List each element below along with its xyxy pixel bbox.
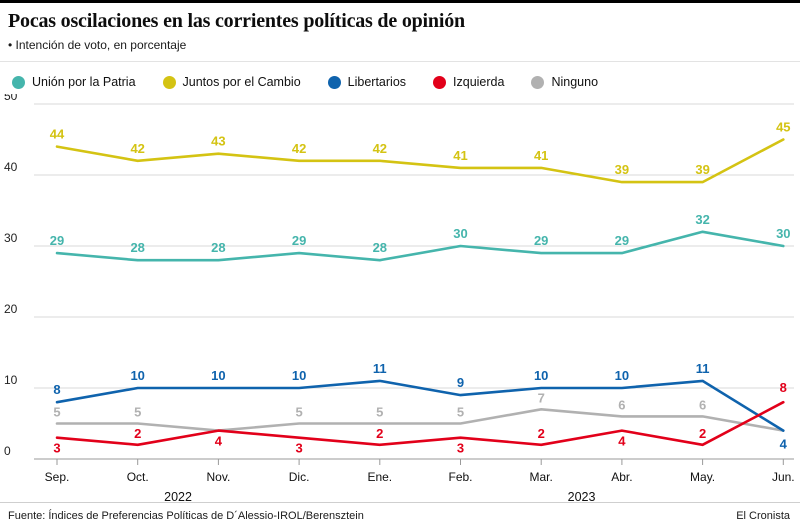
x-axis-label: Feb. (448, 470, 472, 484)
year-label: 2022 (164, 490, 192, 504)
value-label: 2 (376, 426, 383, 441)
value-label: 29 (534, 233, 548, 248)
legend-item-4: Ninguno (531, 75, 598, 89)
value-label: 3 (295, 441, 302, 456)
value-label: 29 (615, 233, 629, 248)
value-label: 39 (615, 162, 629, 177)
value-label: 42 (292, 141, 306, 156)
y-axis-label: 10 (4, 373, 18, 387)
legend-label: Unión por la Patria (32, 75, 136, 89)
value-label: 30 (453, 226, 467, 241)
value-label: 5 (53, 405, 60, 420)
series-line-1 (55, 138, 785, 184)
value-label: 45 (776, 120, 790, 135)
value-label: 8 (780, 380, 787, 395)
value-label: 10 (130, 368, 144, 383)
line-chart-svg: 0 10 20 30 40 50 Sep. Oct. Nov. Dic. Ene. Feb. Mar. A… (4, 89, 795, 504)
series-line-3 (55, 400, 785, 447)
subtitle: • Intención de voto, en porcentaje (8, 38, 187, 52)
legend-label: Izquierda (453, 75, 505, 89)
value-label: 41 (534, 148, 548, 163)
legend-item-1: Juntos por el Cambio (162, 75, 301, 89)
credit: El Cronista (736, 510, 790, 522)
y-axis-label: 40 (4, 160, 18, 174)
value-label: 2 (134, 426, 141, 441)
value-label: 8 (53, 382, 60, 397)
value-label: 29 (292, 233, 306, 248)
header: Pocas oscilaciones en las corrientes pol… (0, 3, 800, 62)
value-label: 28 (130, 240, 144, 255)
value-label: 11 (696, 361, 710, 376)
value-label: 32 (695, 212, 709, 227)
legend-item-3: Izquierda (433, 75, 504, 89)
value-label: 4 (215, 434, 223, 449)
footer: Fuente: Índices de Preferencias Política… (0, 502, 800, 531)
value-label: 42 (373, 141, 387, 156)
legend-dot (433, 75, 447, 89)
value-label: 5 (376, 405, 383, 420)
value-label: 10 (211, 368, 225, 383)
value-label: 3 (53, 441, 60, 456)
legend-item-0: Unión por la Patria (12, 75, 136, 89)
x-axis-label: Jun. (772, 470, 795, 484)
x-axis-label: Abr. (611, 470, 632, 484)
legend-label: Libertarios (347, 75, 407, 89)
value-label: 5 (457, 405, 464, 420)
y-axis-label: 0 (4, 444, 11, 458)
value-label: 2 (538, 426, 545, 441)
legend-dot (162, 75, 176, 89)
x-axis-label: Sep. (45, 470, 70, 484)
value-label: 4 (618, 434, 626, 449)
value-label: 10 (615, 368, 629, 383)
x-axis-label: Mar. (530, 470, 553, 484)
value-label: 4 (780, 437, 788, 452)
value-label: 29 (50, 233, 64, 248)
value-label: 42 (130, 141, 144, 156)
y-axis-label: 20 (4, 302, 18, 316)
year-label: 2023 (568, 490, 596, 504)
legend-dot (327, 75, 341, 89)
value-label: 3 (457, 441, 464, 456)
x-axis-label: Dic. (289, 470, 310, 484)
value-label: 2 (699, 426, 706, 441)
legend: Unión por la Patria Juntos por el Cambio L… (0, 62, 800, 94)
legend-label: Juntos por el Cambio (182, 75, 301, 89)
x-axis-label: Oct. (127, 470, 149, 484)
value-label: 5 (295, 405, 302, 420)
series-line-2 (55, 379, 785, 432)
value-label: 7 (538, 390, 545, 405)
series-line-4 (55, 407, 785, 432)
value-label: 44 (50, 127, 65, 142)
y-axis-label: 30 (4, 231, 18, 245)
value-label: 41 (453, 148, 467, 163)
source-note: Fuente: Índices de Preferencias Política… (8, 510, 364, 522)
value-label: 39 (695, 162, 709, 177)
value-label: 28 (211, 240, 225, 255)
legend-label: Ninguno (551, 75, 599, 89)
value-label: 28 (373, 240, 387, 255)
x-axis-label: Ene. (367, 470, 392, 484)
value-label: 5 (134, 405, 141, 420)
x-axis-label: May. (690, 470, 715, 484)
value-label: 6 (618, 397, 625, 412)
legend-dot (531, 75, 545, 89)
chart: 0 10 20 30 40 50 Sep. Oct. Nov. Dic. Ene. Feb. Mar. A… (0, 89, 800, 508)
value-label: 43 (211, 134, 225, 149)
value-label: 10 (292, 368, 306, 383)
value-label: 9 (457, 375, 464, 390)
legend-item-2: Libertarios (327, 75, 407, 89)
y-axis-label: 50 (4, 94, 18, 103)
legend-dot (12, 75, 25, 89)
value-label: 11 (373, 361, 387, 376)
page-title: Pocas oscilaciones en las corrientes pol… (8, 10, 465, 32)
value-label: 30 (776, 226, 790, 241)
value-label: 6 (699, 397, 706, 412)
x-axis-label: Nov. (207, 470, 231, 484)
value-label: 10 (534, 368, 548, 383)
series-line-0 (55, 230, 785, 262)
